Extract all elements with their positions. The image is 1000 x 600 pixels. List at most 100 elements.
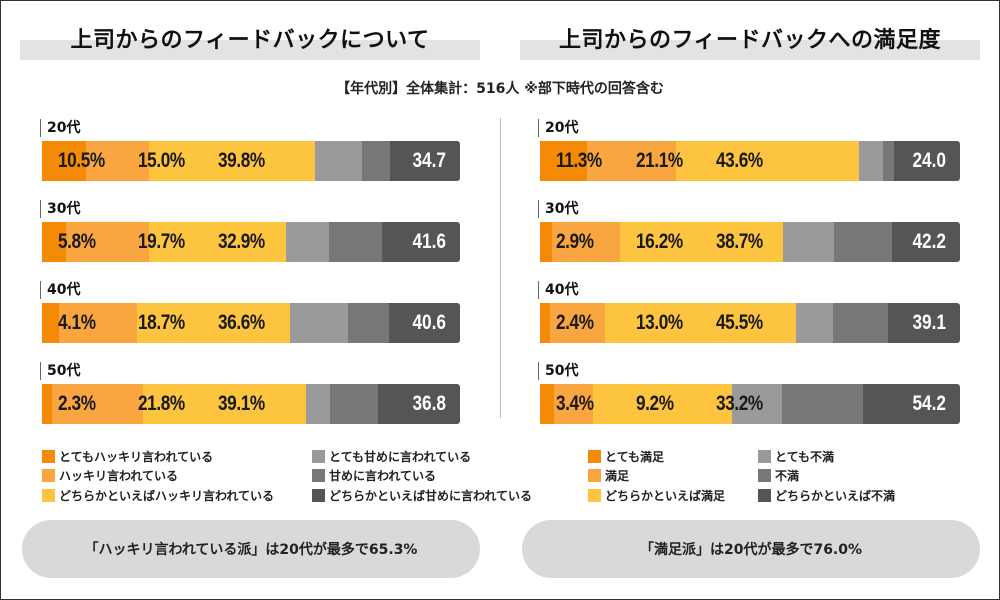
legend-item: 満足 [588, 468, 629, 484]
stacked-bar [540, 303, 960, 343]
bar-segment [887, 303, 960, 343]
legend-swatch [588, 488, 601, 502]
stacked-bar [42, 303, 460, 343]
bar-segment [540, 303, 551, 343]
bar-segment [389, 303, 460, 343]
bar-segment [389, 141, 460, 181]
stacked-bar [540, 384, 960, 424]
legend-label: 不満 [775, 469, 800, 483]
legend-label: どちらかといえば満足 [605, 488, 726, 503]
negative-total-label: 41.6 [412, 230, 446, 253]
bar-segment [142, 384, 307, 424]
bar-segment [85, 141, 149, 181]
bar-segment [833, 222, 892, 262]
category-label: 40代 [538, 281, 578, 299]
legend-swatch [758, 469, 771, 482]
category-label: 20代 [538, 119, 578, 137]
stacked-bar [42, 222, 460, 262]
negative-total-label: 54.2 [912, 392, 946, 415]
category-label: 30代 [538, 200, 578, 218]
left-callout: 「ハッキリ言われている派」は20代が最多で65.3% [22, 520, 480, 578]
legend-swatch [312, 488, 325, 502]
bar-segment [42, 303, 60, 343]
legend-item: どちらかといえば満足 [588, 487, 725, 503]
panel-divider [500, 118, 501, 418]
bar-segment [59, 303, 138, 343]
bar-segment [540, 141, 588, 181]
bar-segment [42, 141, 86, 181]
legend-label: ハッキリ言われている [59, 469, 179, 483]
bar-segment [361, 141, 390, 181]
title-band-left [20, 40, 480, 60]
legend-item: とても満足 [588, 448, 664, 464]
bar-segment [148, 222, 287, 262]
bar-segment [676, 141, 860, 181]
bar-segment [732, 384, 782, 424]
legend-label: どちらかといえばハッキリ言われている [59, 488, 275, 503]
negative-total-label: 24.0 [912, 149, 946, 172]
bar-segment [540, 384, 555, 424]
legend-label: 満足 [605, 469, 630, 483]
bar-segment [891, 222, 960, 262]
bar-segment [550, 303, 605, 343]
bar-segment [306, 384, 330, 424]
category-label: 50代 [538, 362, 578, 380]
bar-segment [348, 303, 390, 343]
bar-segment [833, 303, 888, 343]
bar-segment [66, 222, 149, 262]
left-chart-title: 上司からのフィードバックについて [70, 28, 430, 53]
negative-total-label: 36.8 [412, 392, 446, 415]
legend-item: どちらかといえば甘めに言われている [312, 487, 532, 503]
legend-item: とても不満 [758, 448, 834, 464]
bar-segment [51, 384, 143, 424]
bar-segment [329, 384, 379, 424]
category-label: 20代 [40, 119, 80, 137]
stacked-bar [540, 222, 960, 262]
legend-label: とても満足 [605, 449, 665, 464]
bar-segment [329, 222, 383, 262]
bar-segment [620, 222, 783, 262]
legend-swatch [758, 488, 771, 502]
bar-segment [859, 141, 884, 181]
legend-swatch [758, 449, 771, 463]
legend-swatch [42, 469, 55, 482]
bar-segment [894, 141, 960, 181]
negative-total-label: 39.1 [912, 311, 946, 334]
legend-swatch [42, 488, 55, 502]
legend-swatch [312, 469, 325, 482]
stacked-bar [42, 384, 460, 424]
legend-item: 不満 [758, 468, 799, 484]
bar-segment [290, 303, 349, 343]
legend-label: とてもハッキリ言われている [59, 449, 214, 464]
legend-item: とても甘めに言われている [312, 448, 471, 464]
stacked-bar [540, 141, 960, 181]
legend-swatch [42, 449, 55, 463]
negative-total-label: 34.7 [412, 149, 446, 172]
category-label: 30代 [40, 200, 80, 218]
bar-segment [883, 141, 895, 181]
bar-segment [552, 222, 621, 262]
negative-total-label: 42.2 [912, 230, 946, 253]
bar-segment [314, 141, 362, 181]
legend-label: どちらかといえば不満 [775, 488, 896, 503]
bar-segment [795, 303, 834, 343]
bar-segment [382, 222, 460, 262]
bar-segment [862, 384, 960, 424]
bar-segment [604, 303, 796, 343]
title-band-right [520, 40, 980, 60]
bar-segment [540, 222, 553, 262]
legend-swatch [312, 449, 325, 463]
legend-swatch [588, 449, 601, 463]
bar-segment [42, 384, 52, 424]
legend-item: どちらかといえばハッキリ言われている [42, 487, 274, 503]
stacked-bar [42, 141, 460, 181]
bar-segment [554, 384, 593, 424]
legend-item: とてもハッキリ言われている [42, 448, 213, 464]
subtitle: 【年代別】全体集計：516人 ※部下時代の回答含む [336, 81, 664, 97]
legend-item: どちらかといえば不満 [758, 487, 895, 503]
category-label: 40代 [40, 281, 80, 299]
bar-segment [42, 222, 67, 262]
bar-segment [137, 303, 291, 343]
bar-segment [148, 141, 315, 181]
bar-segment [286, 222, 330, 262]
